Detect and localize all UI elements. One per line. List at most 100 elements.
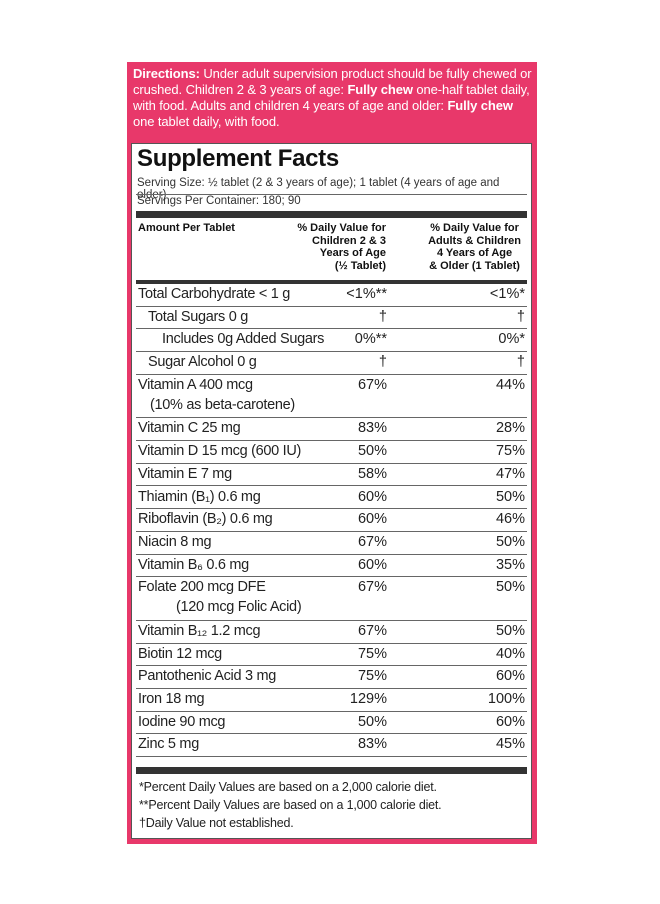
daily-value-children: 67% xyxy=(357,376,387,393)
nutrient-row: Biotin 12 mcg 75% 40% xyxy=(136,644,527,667)
col2-header-line: & Older (1 Tablet) xyxy=(429,259,520,272)
nutrient-name: Riboflavin (B₂) 0.6 mg xyxy=(138,511,273,528)
directions-label: Directions: xyxy=(133,66,200,81)
nutrient-name: Sugar Alcohol 0 g xyxy=(148,354,257,371)
nutrient-name: Vitamin A 400 mcg xyxy=(138,376,253,393)
serving-size: Serving Size: ½ tablet (2 & 3 years of a… xyxy=(137,177,500,201)
nutrient-row: Sugar Alcohol 0 g † † xyxy=(136,352,527,375)
nutrient-row: Zinc 5 mg 83% 45% xyxy=(136,734,527,758)
daily-value-children: 67% xyxy=(357,622,387,639)
supplement-facts-box: Supplement Facts Serving Size: ½ tablet … xyxy=(131,143,532,839)
daily-value-adults: 50% xyxy=(495,488,525,505)
nutrient-name: Vitamin E 7 mg xyxy=(138,465,232,482)
nutrient-row: Total Sugars 0 g † † xyxy=(136,307,527,330)
nutrient-name: Biotin 12 mcg xyxy=(138,645,222,662)
daily-value-children: † xyxy=(378,354,387,371)
nutrient-row: Includes 0g Added Sugars 0%** 0%* xyxy=(136,329,527,353)
nutrient-name: Total Carbohydrate < 1 g xyxy=(138,286,290,302)
nutrient-name: Niacin 8 mg xyxy=(138,533,212,550)
directions-part-3: one tablet daily, with food. xyxy=(133,114,280,129)
nutrient-subtext: (120 mcg Folic Acid) xyxy=(176,599,302,616)
nutrient-row: Total Carbohydrate < 1 g <1%** <1%* xyxy=(136,284,527,307)
nutrient-row: Vitamin B₆ 0.6 mg 60% 35% xyxy=(136,555,527,578)
col2-header-line: Adults & Children xyxy=(428,234,521,247)
daily-value-children: 75% xyxy=(357,668,387,685)
daily-value-adults: <1%* xyxy=(489,286,525,302)
daily-value-adults: † xyxy=(516,354,525,371)
daily-value-children: 58% xyxy=(357,465,387,482)
nutrient-name: Total Sugars 0 g xyxy=(148,308,248,325)
nutrient-row: Pantothenic Acid 3 mg 75% 60% xyxy=(136,666,527,689)
daily-value-adults: 44% xyxy=(495,376,525,393)
col1-header: % Daily Value for Children 2 & 3 Years o… xyxy=(297,222,386,272)
col2-header-line: % Daily Value for xyxy=(430,222,519,234)
daily-value-adults: 60% xyxy=(495,668,525,685)
daily-value-children: 83% xyxy=(357,736,387,753)
thick-divider xyxy=(136,211,527,218)
thick-divider xyxy=(136,767,527,774)
daily-value-children: 129% xyxy=(349,691,387,707)
directions-bold-1: Fully chew xyxy=(347,82,413,97)
nutrient-row: Thiamin (B₁) 0.6 mg 60% 50% xyxy=(136,487,527,510)
daily-value-adults: 0%* xyxy=(498,331,525,348)
daily-value-children: 67% xyxy=(357,579,387,596)
nutrient-row: Vitamin C 25 mg 83% 28% xyxy=(136,418,527,442)
daily-value-children: 67% xyxy=(357,533,387,550)
col1-header-line: (½ Tablet) xyxy=(334,259,386,272)
daily-value-adults: 40% xyxy=(495,645,525,662)
daily-value-adults: 47% xyxy=(495,465,525,482)
nutrient-subtext: (10% as beta-carotene) xyxy=(150,396,295,413)
amount-header: Amount Per Tablet xyxy=(138,222,235,234)
col2-header: % Daily Value for Adults & Children 4 Ye… xyxy=(428,222,521,272)
nutrient-row: Folate 200 mcg DFE (120 mcg Folic Acid) 67… xyxy=(136,577,527,621)
footnote: **Percent Daily Values are based on a 1,… xyxy=(139,798,442,812)
daily-value-children: † xyxy=(378,308,387,325)
daily-value-children: 83% xyxy=(357,420,387,437)
daily-value-adults: 50% xyxy=(495,579,525,596)
daily-value-children: 75% xyxy=(357,645,387,662)
col1-header-line: Years of Age xyxy=(319,247,386,260)
nutrient-row: Riboflavin (B₂) 0.6 mg 60% 46% xyxy=(136,509,527,532)
nutrient-row: Iron 18 mg 129% 100% xyxy=(136,689,527,712)
daily-value-children: 60% xyxy=(357,556,387,573)
col1-header-line: Children 2 & 3 xyxy=(312,234,386,247)
col2-header-line: 4 Years of Age xyxy=(436,247,513,260)
facts-title: Supplement Facts xyxy=(137,145,339,172)
directions-part-1: Under adult supervision product should b… xyxy=(133,66,532,97)
daily-value-adults: † xyxy=(516,308,525,325)
directions-bold-2: Fully chew xyxy=(447,98,513,113)
nutrient-name: Vitamin B₁₂ 1.2 mcg xyxy=(138,622,261,639)
daily-value-adults: 28% xyxy=(495,420,525,437)
divider xyxy=(136,194,527,195)
daily-value-adults: 50% xyxy=(495,622,525,639)
nutrient-name: Pantothenic Acid 3 mg xyxy=(138,668,276,685)
daily-value-children: 50% xyxy=(357,713,387,730)
nutrient-name: Folate 200 mcg DFE xyxy=(138,579,266,596)
nutrient-row: Niacin 8 mg 67% 50% xyxy=(136,532,527,555)
daily-value-adults: 46% xyxy=(495,511,525,528)
daily-value-adults: 50% xyxy=(495,533,525,550)
nutrient-row: Vitamin A 400 mcg (10% as beta-carotene) 6… xyxy=(136,375,527,419)
footnote: †Daily Value not established. xyxy=(139,816,294,830)
nutrient-name: Vitamin C 25 mg xyxy=(138,420,241,437)
nutrient-name: Thiamin (B₁) 0.6 mg xyxy=(138,488,261,505)
col1-header-line: % Daily Value for xyxy=(297,222,386,234)
footnote: *Percent Daily Values are based on a 2,0… xyxy=(139,780,437,794)
nutrient-row: Vitamin B₁₂ 1.2 mcg 67% 50% xyxy=(136,621,527,644)
daily-value-children: 60% xyxy=(357,511,387,528)
directions-text: Directions: Under adult supervision prod… xyxy=(133,66,533,130)
nutrient-name: Iodine 90 mcg xyxy=(138,713,226,730)
servings-per-container: Servings Per Container: 180; 90 xyxy=(137,195,301,207)
daily-value-children: <1%** xyxy=(346,286,387,302)
nutrient-name: Vitamin D 15 mcg (600 IU) xyxy=(138,443,302,460)
header-divider xyxy=(136,280,527,284)
daily-value-children: 60% xyxy=(357,488,387,505)
daily-value-adults: 45% xyxy=(495,736,525,753)
nutrient-row: Vitamin E 7 mg 58% 47% xyxy=(136,464,527,487)
nutrient-name: Iron 18 mg xyxy=(138,691,205,707)
daily-value-adults: 35% xyxy=(495,556,525,573)
directions-part-2: one-half tablet daily, with food. Adults… xyxy=(133,82,530,113)
daily-value-children: 50% xyxy=(357,443,387,460)
daily-value-adults: 100% xyxy=(487,691,525,707)
nutrient-name: Zinc 5 mg xyxy=(138,736,199,753)
